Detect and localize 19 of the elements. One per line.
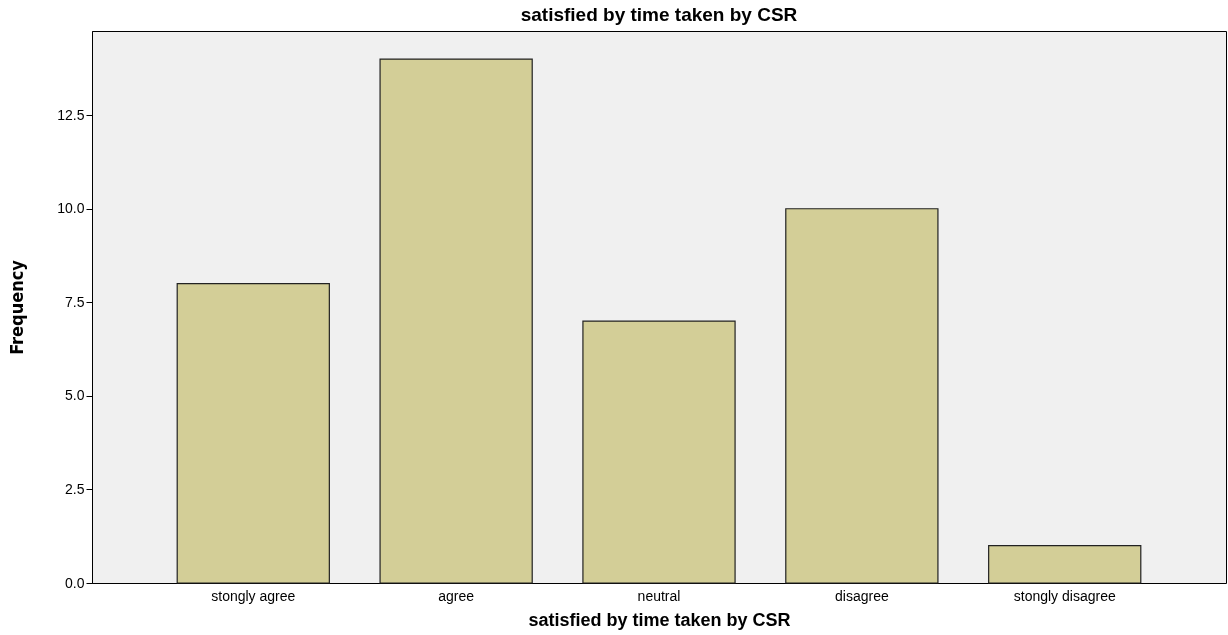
- x-axis-title: satisfied by time taken by CSR: [528, 609, 791, 630]
- bar: [176, 283, 330, 584]
- y-tick-label: 7.5: [65, 293, 85, 310]
- x-tick-label: disagree: [835, 587, 889, 604]
- bar: [582, 320, 736, 584]
- chart-title: satisfied by time taken by CSR: [520, 4, 798, 25]
- bar: [785, 208, 939, 584]
- bar: [379, 58, 533, 584]
- x-tick-label: stongly disagree: [1013, 587, 1116, 604]
- y-tick-label: 2.5: [65, 480, 85, 497]
- y-axis-title: Frequency: [6, 259, 28, 355]
- y-tick-label: 5.0: [65, 387, 85, 404]
- bar: [988, 544, 1142, 584]
- x-tick-label: neutral: [637, 587, 681, 604]
- x-tick-label: agree: [438, 587, 475, 604]
- y-tick-label: 12.5: [57, 106, 85, 123]
- x-tick-label: stongly agree: [211, 587, 296, 604]
- y-tick-label: 10.0: [57, 200, 85, 217]
- y-tick-label: 0.0: [65, 574, 85, 591]
